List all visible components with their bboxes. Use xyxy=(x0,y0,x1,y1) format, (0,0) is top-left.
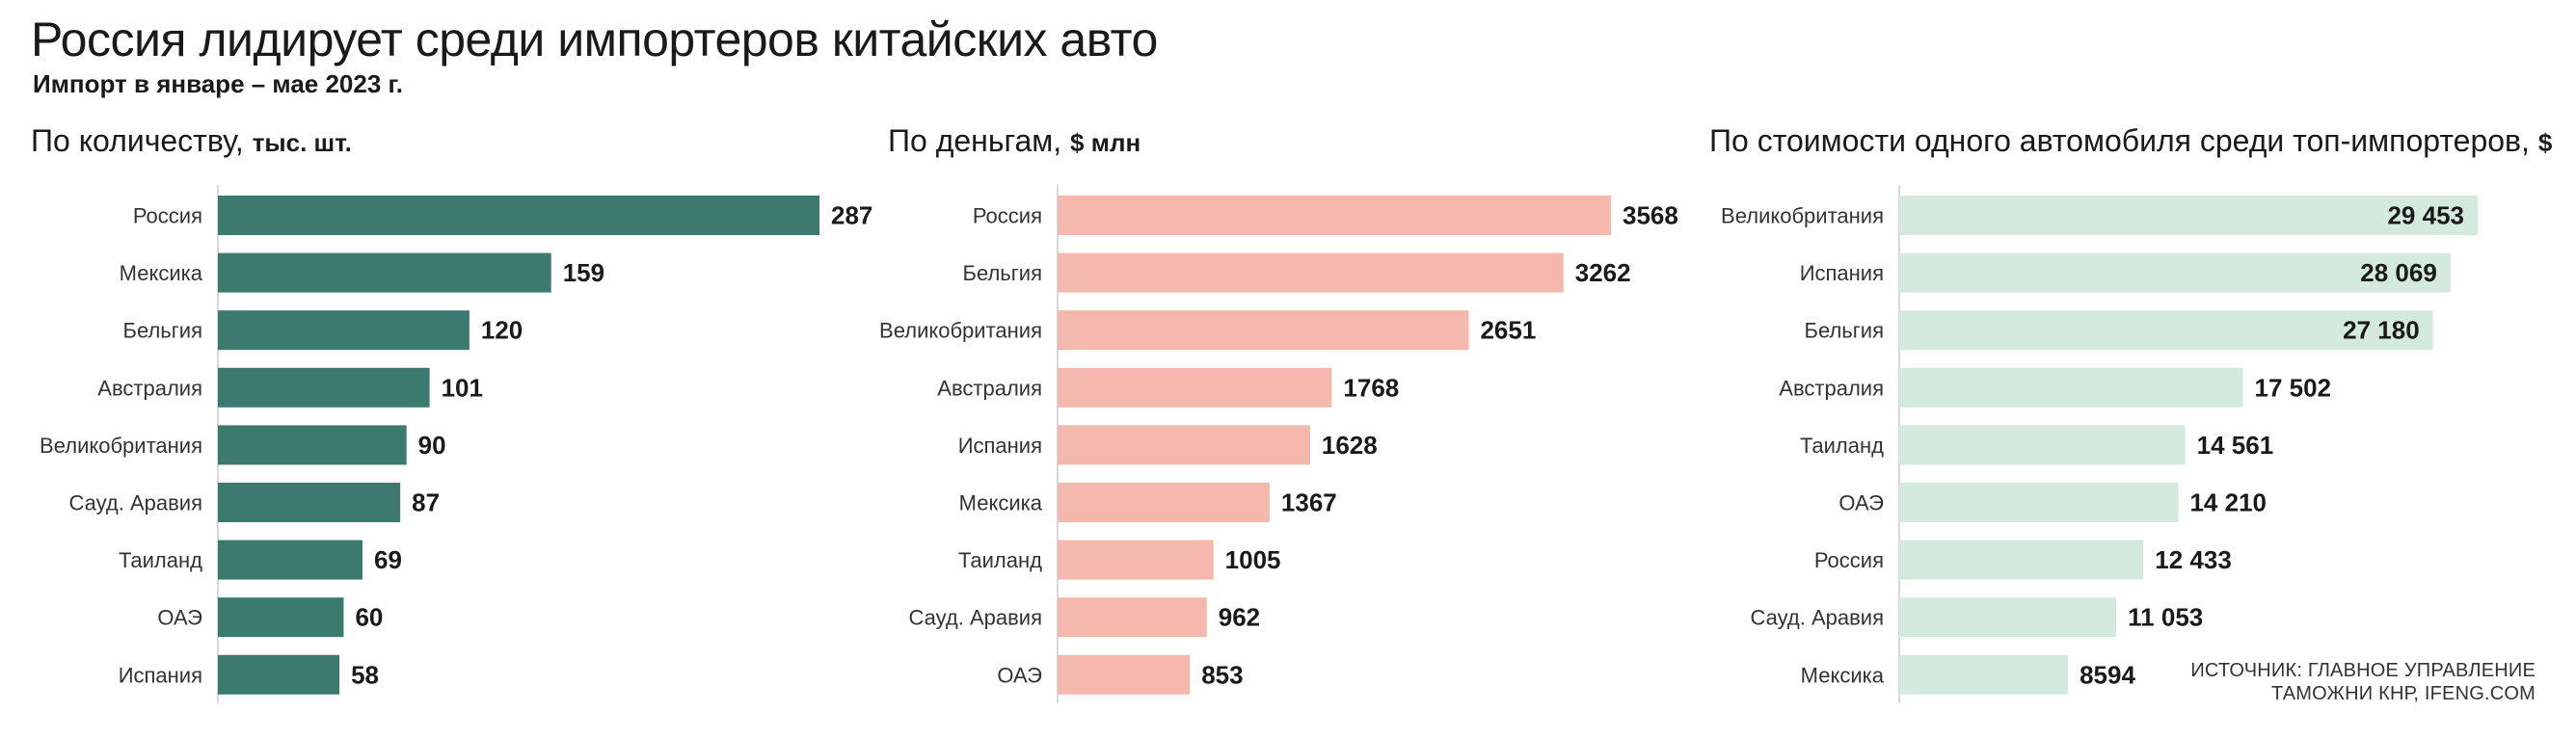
value-label-unit-price: 12 433 xyxy=(2155,545,2232,574)
panel-title-money: По деньгам, $ млн xyxy=(888,123,1140,159)
category-label-money: Сауд. Аравия xyxy=(909,606,1043,630)
category-label-unit-price: Мексика xyxy=(1801,663,1885,687)
source-line-2: ТАМОЖНИ КНР, IFENG.COM xyxy=(2270,683,2536,704)
category-label-unit-price: Сауд. Аравия xyxy=(1751,606,1885,630)
category-label-quantity: Испания xyxy=(119,663,202,687)
bar-quantity xyxy=(218,310,470,351)
bar-quantity xyxy=(218,654,340,695)
value-label-unit-price: 17 502 xyxy=(2255,373,2332,402)
bar-quantity xyxy=(218,252,551,293)
category-label-quantity: Таиланд xyxy=(119,548,202,572)
chart-title: Россия лидирует среди импортеров китайск… xyxy=(31,13,1158,66)
category-label-quantity: Мексика xyxy=(120,261,203,285)
bar-money xyxy=(1058,540,1214,580)
value-label-quantity: 159 xyxy=(563,258,604,287)
category-label-money: Таиланд xyxy=(958,548,1042,572)
bar-unit-price xyxy=(1899,310,2433,351)
panel-unit-money: $ млн xyxy=(1070,128,1141,157)
value-label-quantity: 120 xyxy=(481,316,523,345)
category-label-money: Мексика xyxy=(959,491,1043,515)
category-label-quantity: ОАЭ xyxy=(157,606,202,630)
category-label-money: Австралия xyxy=(937,376,1042,400)
panel-unit-unit-price: $ xyxy=(2537,128,2553,157)
value-label-money: 3262 xyxy=(1575,258,1631,287)
value-label-money: 2651 xyxy=(1480,316,1536,345)
panel-unit-quantity: тыс. шт. xyxy=(252,128,352,157)
bar-money xyxy=(1058,597,1207,638)
bar-quantity xyxy=(218,196,819,235)
value-label-quantity: 60 xyxy=(355,603,383,632)
panel-title-quantity: По количеству, тыс. шт. xyxy=(31,123,352,159)
category-label-unit-price: Испания xyxy=(1800,261,1884,285)
bar-unit-price xyxy=(1899,540,2144,580)
panel-title-money-text: По деньгам, xyxy=(888,123,1062,158)
bar-money xyxy=(1058,196,1611,235)
value-label-money: 1628 xyxy=(1322,431,1378,460)
category-label-money: Россия xyxy=(973,204,1042,228)
value-label-quantity: 287 xyxy=(831,201,872,230)
value-label-money: 3568 xyxy=(1623,201,1678,230)
category-label-money: ОАЭ xyxy=(997,663,1042,687)
bar-money xyxy=(1058,483,1270,522)
bar-money xyxy=(1058,252,1564,293)
value-label-quantity: 90 xyxy=(418,431,446,460)
value-label-quantity: 58 xyxy=(351,660,379,689)
bar-unit-price xyxy=(1899,654,2069,695)
category-label-unit-price: ОАЭ xyxy=(1838,491,1884,515)
category-label-unit-price: Великобритания xyxy=(1721,204,1884,228)
category-label-quantity: Россия xyxy=(133,204,202,228)
value-label-money: 1367 xyxy=(1281,488,1337,517)
bar-money xyxy=(1058,367,1332,408)
bar-unit-price xyxy=(1899,483,2179,522)
category-label-unit-price: Бельгия xyxy=(1805,319,1884,343)
bar-unit-price xyxy=(1899,597,2117,638)
bar-money xyxy=(1058,310,1469,351)
category-label-quantity: Великобритания xyxy=(40,434,202,458)
category-label-money: Великобритания xyxy=(879,319,1042,343)
category-label-unit-price: Россия xyxy=(1814,548,1884,572)
chart-subtitle: Импорт в январе – мае 2023 г. xyxy=(33,69,403,98)
bar-unit-price xyxy=(1899,252,2451,293)
bar-quantity xyxy=(218,540,363,580)
category-label-unit-price: Австралия xyxy=(1779,376,1884,400)
value-label-quantity: 101 xyxy=(442,373,483,402)
bar-unit-price xyxy=(1899,425,2186,465)
category-label-quantity: Бельгия xyxy=(123,319,202,343)
bar-quantity xyxy=(218,367,430,408)
bar-unit-price xyxy=(1899,367,2243,408)
category-label-unit-price: Таиланд xyxy=(1800,434,1884,458)
value-label-unit-price: 14 561 xyxy=(2197,431,2274,460)
bar-money xyxy=(1058,425,1310,465)
bar-money xyxy=(1058,654,1191,695)
bar-quantity xyxy=(218,483,401,522)
value-label-unit-price: 14 210 xyxy=(2189,488,2267,517)
value-label-money: 1005 xyxy=(1225,545,1281,574)
bar-unit-price xyxy=(1899,196,2478,235)
category-label-money: Испания xyxy=(958,434,1042,458)
panel-title-unit-price: По стоимости одного автомобиля среди топ… xyxy=(1709,123,2552,159)
bar-quantity xyxy=(218,597,344,638)
category-label-quantity: Сауд. Аравия xyxy=(69,491,203,515)
source-line-1: ИСТОЧНИК: ГЛАВНОЕ УПРАВЛЕНИЕ xyxy=(2190,660,2536,681)
category-label-quantity: Австралия xyxy=(97,376,202,400)
source-note: ИСТОЧНИК: ГЛАВНОЕ УПРАВЛЕНИЕ ТАМОЖНИ КНР… xyxy=(2190,659,2536,705)
value-label-quantity: 87 xyxy=(412,488,440,517)
value-label-unit-price: 27 180 xyxy=(2343,316,2420,345)
panel-title-quantity-text: По количеству, xyxy=(31,123,244,158)
value-label-money: 853 xyxy=(1201,660,1243,689)
value-label-money: 962 xyxy=(1219,603,1260,632)
value-label-unit-price: 11 053 xyxy=(2128,603,2203,632)
value-label-quantity: 69 xyxy=(374,545,402,574)
category-label-money: Бельгия xyxy=(963,261,1042,285)
bar-quantity xyxy=(218,425,407,465)
panel-title-unit-price-text: По стоимости одного автомобиля среди топ… xyxy=(1709,123,2530,158)
value-label-unit-price: 28 069 xyxy=(2360,258,2437,287)
value-label-unit-price: 29 453 xyxy=(2387,201,2464,230)
value-label-unit-price: 8594 xyxy=(2080,660,2135,689)
value-label-money: 1768 xyxy=(1343,373,1399,402)
